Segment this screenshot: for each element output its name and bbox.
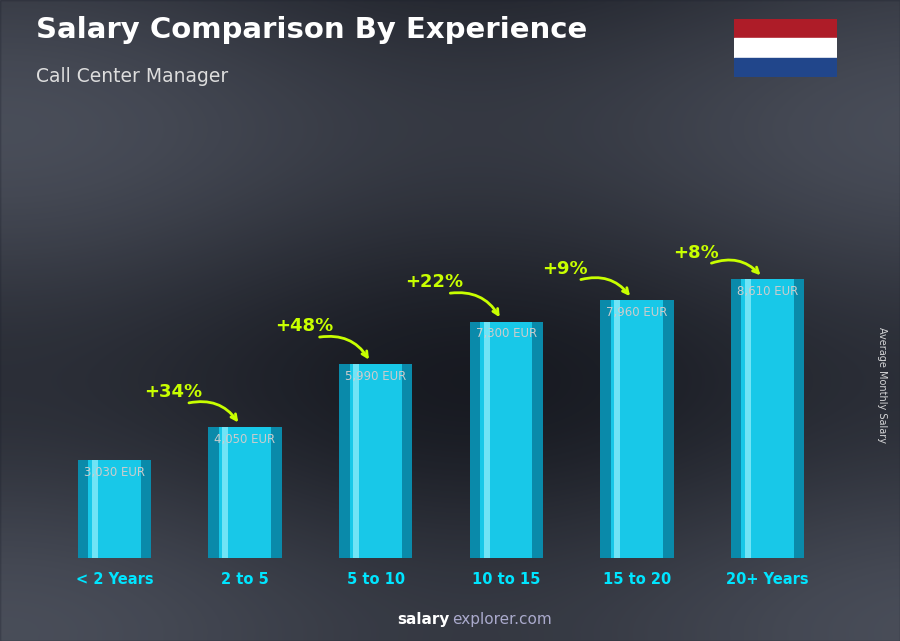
Bar — [470, 322, 543, 558]
Bar — [734, 58, 837, 77]
Text: +48%: +48% — [274, 317, 333, 335]
Bar — [481, 322, 533, 558]
Bar — [92, 460, 98, 558]
Bar — [731, 279, 805, 558]
Text: 5,990 EUR: 5,990 EUR — [345, 370, 406, 383]
Bar — [734, 19, 837, 38]
Bar — [222, 427, 229, 558]
Text: 7,960 EUR: 7,960 EUR — [607, 306, 668, 319]
Bar — [734, 38, 837, 58]
Bar — [600, 301, 673, 558]
Bar — [611, 301, 663, 558]
Text: 7,300 EUR: 7,300 EUR — [476, 328, 537, 340]
Text: +9%: +9% — [543, 260, 588, 278]
Text: Call Center Manager: Call Center Manager — [36, 67, 229, 87]
Bar — [353, 364, 359, 558]
Bar — [745, 279, 751, 558]
Bar — [742, 279, 794, 558]
Text: 4,050 EUR: 4,050 EUR — [214, 433, 275, 445]
Text: +34%: +34% — [144, 383, 202, 401]
Text: Average Monthly Salary: Average Monthly Salary — [877, 327, 887, 442]
Text: 3,030 EUR: 3,030 EUR — [84, 465, 145, 479]
Text: +8%: +8% — [673, 244, 718, 262]
Text: +22%: +22% — [405, 273, 464, 291]
Bar — [209, 427, 282, 558]
Bar — [615, 301, 620, 558]
Bar — [77, 460, 151, 558]
Text: explorer.com: explorer.com — [452, 612, 552, 627]
Bar — [339, 364, 412, 558]
Text: Salary Comparison By Experience: Salary Comparison By Experience — [36, 16, 587, 44]
Text: 8,610 EUR: 8,610 EUR — [737, 285, 798, 298]
Text: salary: salary — [398, 612, 450, 627]
Bar — [349, 364, 401, 558]
Bar — [484, 322, 490, 558]
Bar — [88, 460, 140, 558]
Bar — [219, 427, 271, 558]
